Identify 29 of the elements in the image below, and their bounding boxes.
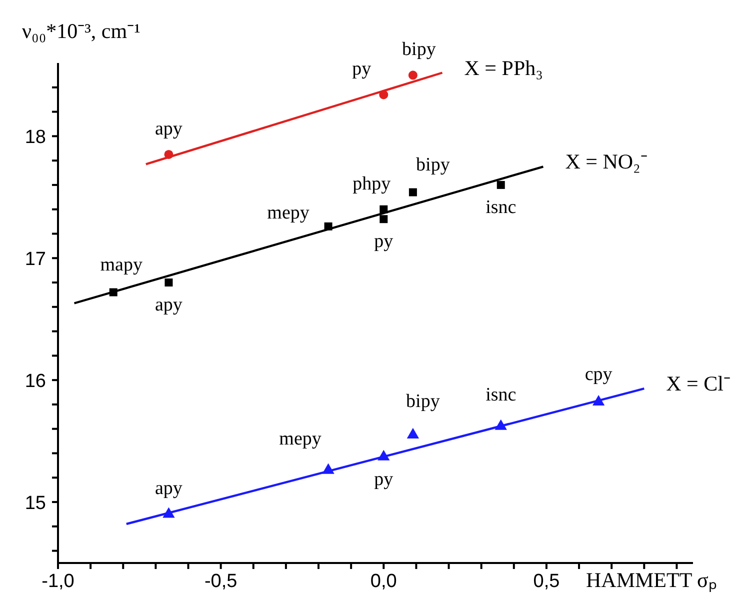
annotation: mapy — [100, 254, 143, 276]
annotation: apy — [155, 478, 183, 500]
annotation: isnc — [486, 196, 516, 218]
x-tick-label: 0,5 — [533, 571, 560, 592]
text: X = NO₂⁻ — [565, 150, 648, 174]
annotation: bipy — [416, 154, 450, 176]
y-axis-title: ν₀₀*10⁻³, cm⁻¹ — [22, 18, 140, 44]
x-tick-label: -1,0 — [42, 571, 74, 592]
annotation: mepy — [279, 428, 322, 450]
annotation: isnc — [486, 384, 516, 406]
annotation: bipy — [406, 390, 440, 412]
annotation: apy — [155, 118, 183, 140]
annotation: py — [374, 468, 394, 490]
y-tick-label: 15 — [24, 493, 46, 514]
annotation: cpy — [584, 364, 613, 386]
text: X = Cl⁻ — [666, 372, 731, 396]
y-tick-label: 16 — [24, 371, 46, 392]
y-tick-label: 18 — [24, 127, 46, 148]
annotation: apy — [155, 294, 183, 316]
x-axis-title: HAMMETT σₚ — [586, 567, 716, 593]
y-tick-label: 17 — [24, 249, 46, 270]
x-tick-label: -0,5 — [204, 571, 238, 592]
annotation: mepy — [267, 202, 310, 224]
annotation: py — [374, 231, 394, 252]
text: X = PPh₃ — [464, 56, 543, 80]
x-tick-label: 0,0 — [370, 571, 397, 592]
annotation: phpy — [352, 173, 392, 194]
annotation: bipy — [402, 39, 436, 60]
annotation: py — [352, 58, 372, 80]
